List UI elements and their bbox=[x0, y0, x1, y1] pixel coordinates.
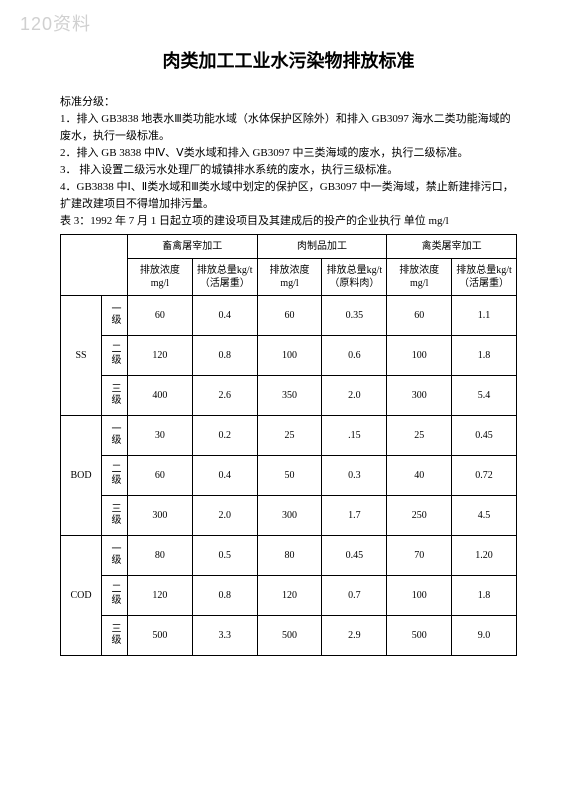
level-cell: 二级 bbox=[102, 576, 128, 616]
level-cell: 三级 bbox=[102, 496, 128, 536]
cell: 1.8 bbox=[452, 576, 517, 616]
cell: 400 bbox=[127, 376, 192, 416]
cell: 25 bbox=[257, 416, 322, 456]
page-title: 肉类加工工业水污染物排放标准 bbox=[60, 48, 517, 76]
table-row: 二级 60 0.4 50 0.3 40 0.72 bbox=[61, 456, 517, 496]
header-blank bbox=[61, 235, 128, 296]
cell: 0.45 bbox=[452, 416, 517, 456]
cell: 0.2 bbox=[192, 416, 257, 456]
header-col-6: 排放总量kg/t（活屠重） bbox=[452, 259, 517, 296]
cell: 0.8 bbox=[192, 576, 257, 616]
cell: 2.9 bbox=[322, 616, 387, 656]
cell: 120 bbox=[127, 576, 192, 616]
cell: 250 bbox=[387, 496, 452, 536]
cell: 60 bbox=[257, 296, 322, 336]
cell: 100 bbox=[387, 336, 452, 376]
cell: 4.5 bbox=[452, 496, 517, 536]
level-cell: 二级 bbox=[102, 456, 128, 496]
cell: 0.3 bbox=[322, 456, 387, 496]
cell: 1.1 bbox=[452, 296, 517, 336]
cell: 60 bbox=[387, 296, 452, 336]
header-col-5: 排放浓度 mg/l bbox=[387, 259, 452, 296]
cell: 500 bbox=[127, 616, 192, 656]
header-group-3: 禽类屠宰加工 bbox=[387, 235, 517, 259]
cell: 0.4 bbox=[192, 456, 257, 496]
header-col-4: 排放总量kg/t（原料肉） bbox=[322, 259, 387, 296]
table-row: 二级 120 0.8 120 0.7 100 1.8 bbox=[61, 576, 517, 616]
cell: 120 bbox=[257, 576, 322, 616]
cell: 300 bbox=[387, 376, 452, 416]
table-row: COD 一级 80 0.5 80 0.45 70 1.20 bbox=[61, 536, 517, 576]
cell: 350 bbox=[257, 376, 322, 416]
intro-p5: 表 3：1992 年 7 月 1 日起立项的建设项目及其建成后的投产的企业执行 … bbox=[60, 213, 517, 230]
cell: 2.0 bbox=[192, 496, 257, 536]
header-col-1: 排放浓度 mg/l bbox=[127, 259, 192, 296]
cell: 120 bbox=[127, 336, 192, 376]
header-group-1: 畜禽屠宰加工 bbox=[127, 235, 257, 259]
level-cell: 一级 bbox=[102, 536, 128, 576]
cell: 0.4 bbox=[192, 296, 257, 336]
cell: 0.72 bbox=[452, 456, 517, 496]
cell: 300 bbox=[127, 496, 192, 536]
cell: 0.6 bbox=[322, 336, 387, 376]
table-header-row-1: 畜禽屠宰加工 肉制品加工 禽类屠宰加工 bbox=[61, 235, 517, 259]
table-row: 二级 120 0.8 100 0.6 100 1.8 bbox=[61, 336, 517, 376]
table-row: 三级 300 2.0 300 1.7 250 4.5 bbox=[61, 496, 517, 536]
cell: 2.0 bbox=[322, 376, 387, 416]
cell: 80 bbox=[257, 536, 322, 576]
cell: 500 bbox=[257, 616, 322, 656]
cell: 100 bbox=[387, 576, 452, 616]
header-col-3: 排放浓度 mg/l bbox=[257, 259, 322, 296]
level-cell: 二级 bbox=[102, 336, 128, 376]
intro-p1: 1．排入 GB3838 地表水Ⅲ类功能水域（水体保护区除外）和排入 GB3097… bbox=[60, 111, 517, 145]
cell: 0.5 bbox=[192, 536, 257, 576]
cell: 25 bbox=[387, 416, 452, 456]
cell: 1.20 bbox=[452, 536, 517, 576]
cell: 50 bbox=[257, 456, 322, 496]
cell: 5.4 bbox=[452, 376, 517, 416]
level-cell: 一级 bbox=[102, 416, 128, 456]
cell: 500 bbox=[387, 616, 452, 656]
level-cell: 三级 bbox=[102, 376, 128, 416]
intro-heading: 标准分级： bbox=[60, 94, 517, 111]
cell: 0.35 bbox=[322, 296, 387, 336]
cell: 60 bbox=[127, 296, 192, 336]
table-row: SS 一级 60 0.4 60 0.35 60 1.1 bbox=[61, 296, 517, 336]
param-cod: COD bbox=[61, 536, 102, 656]
intro-block: 标准分级： 1．排入 GB3838 地表水Ⅲ类功能水域（水体保护区除外）和排入 … bbox=[60, 94, 517, 230]
table-row: 三级 500 3.3 500 2.9 500 9.0 bbox=[61, 616, 517, 656]
cell: 80 bbox=[127, 536, 192, 576]
cell: 3.3 bbox=[192, 616, 257, 656]
page-content: 肉类加工工业水污染物排放标准 标准分级： 1．排入 GB3838 地表水Ⅲ类功能… bbox=[0, 0, 565, 656]
cell: 300 bbox=[257, 496, 322, 536]
cell: 2.6 bbox=[192, 376, 257, 416]
cell: 0.8 bbox=[192, 336, 257, 376]
cell: 60 bbox=[127, 456, 192, 496]
watermark: 120资料 bbox=[20, 10, 91, 36]
level-cell: 三级 bbox=[102, 616, 128, 656]
cell: 100 bbox=[257, 336, 322, 376]
intro-p2: 2．排入 GB 3838 中Ⅳ、Ⅴ类水域和排入 GB3097 中三类海域的废水，… bbox=[60, 145, 517, 162]
cell: 40 bbox=[387, 456, 452, 496]
cell: .15 bbox=[322, 416, 387, 456]
table-row: BOD 一级 30 0.2 25 .15 25 0.45 bbox=[61, 416, 517, 456]
intro-p3: 3． 排入设置二级污水处理厂的城镇排水系统的废水，执行三级标准。 bbox=[60, 162, 517, 179]
param-ss: SS bbox=[61, 296, 102, 416]
cell: 1.7 bbox=[322, 496, 387, 536]
intro-p4: 4．GB3838 中Ⅰ、Ⅱ类水域和Ⅲ类水域中划定的保护区，GB3097 中一类海… bbox=[60, 179, 517, 213]
table-row: 三级 400 2.6 350 2.0 300 5.4 bbox=[61, 376, 517, 416]
cell: 70 bbox=[387, 536, 452, 576]
level-cell: 一级 bbox=[102, 296, 128, 336]
table-header-row-2: 排放浓度 mg/l 排放总量kg/t（活屠重） 排放浓度 mg/l 排放总量kg… bbox=[61, 259, 517, 296]
standards-table: 畜禽屠宰加工 肉制品加工 禽类屠宰加工 排放浓度 mg/l 排放总量kg/t（活… bbox=[60, 234, 517, 656]
header-col-2: 排放总量kg/t（活屠重） bbox=[192, 259, 257, 296]
cell: 0.7 bbox=[322, 576, 387, 616]
header-group-2: 肉制品加工 bbox=[257, 235, 387, 259]
cell: 30 bbox=[127, 416, 192, 456]
cell: 0.45 bbox=[322, 536, 387, 576]
param-bod: BOD bbox=[61, 416, 102, 536]
cell: 1.8 bbox=[452, 336, 517, 376]
cell: 9.0 bbox=[452, 616, 517, 656]
